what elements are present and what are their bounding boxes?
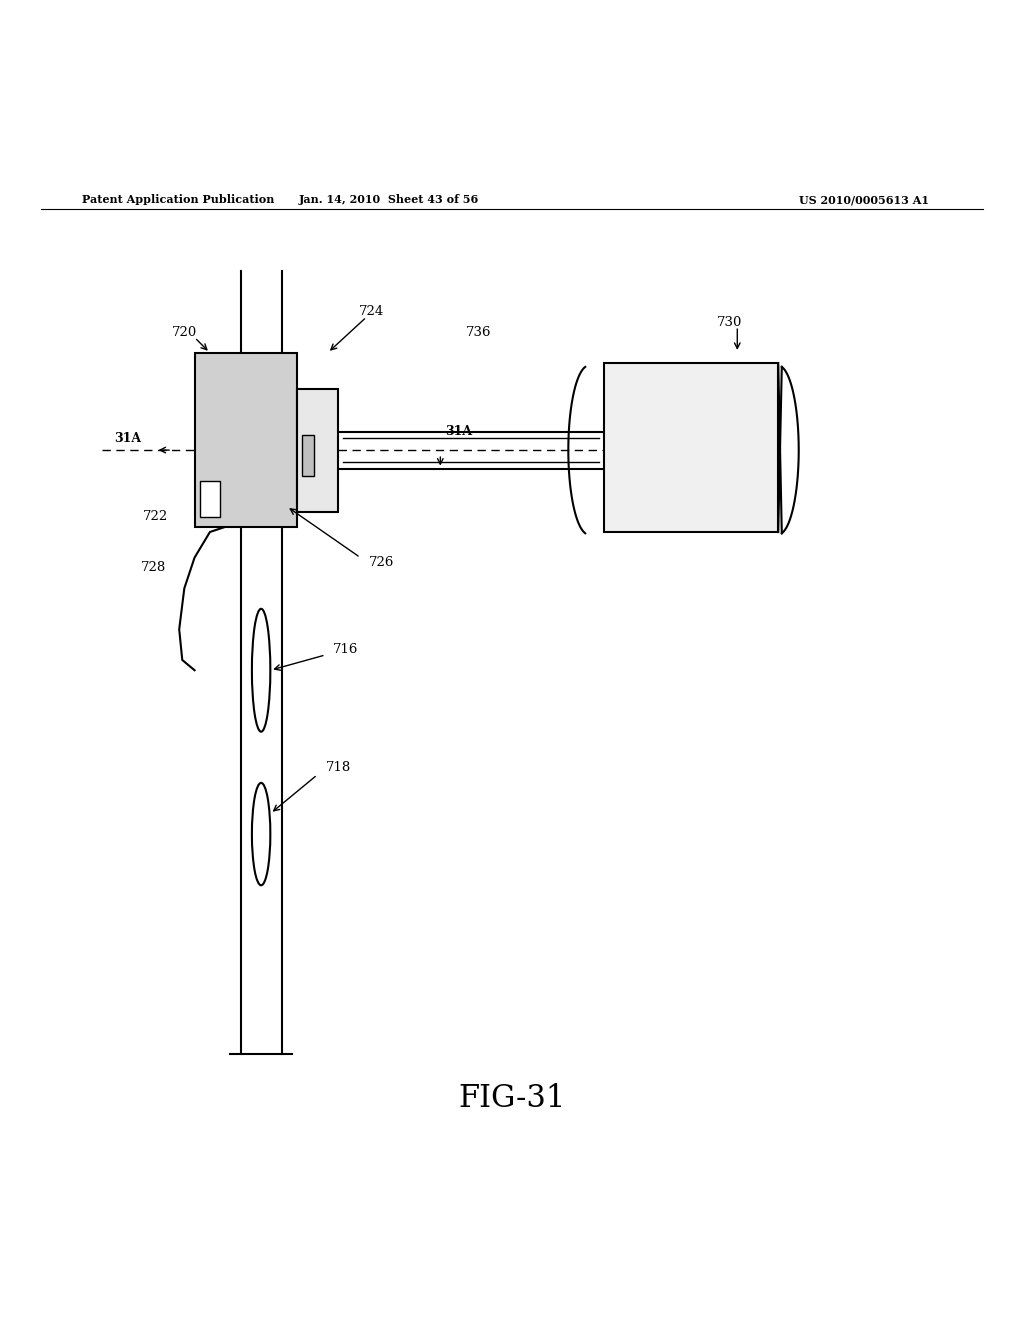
Text: 736: 736 xyxy=(466,326,492,339)
Text: 722: 722 xyxy=(143,510,169,523)
Text: 31A: 31A xyxy=(445,425,472,438)
Text: 726: 726 xyxy=(369,556,394,569)
Text: 730: 730 xyxy=(717,315,742,329)
Text: 724: 724 xyxy=(358,305,384,318)
Text: US 2010/0005613 A1: US 2010/0005613 A1 xyxy=(799,194,929,205)
Text: 720: 720 xyxy=(172,326,198,339)
Ellipse shape xyxy=(252,783,270,886)
Bar xyxy=(297,388,338,512)
Text: FIG-31: FIG-31 xyxy=(459,1082,565,1114)
Text: 31A: 31A xyxy=(115,432,141,445)
Text: 718: 718 xyxy=(326,762,351,774)
Text: 716: 716 xyxy=(333,643,358,656)
Text: 728: 728 xyxy=(141,561,167,574)
Bar xyxy=(302,434,314,475)
Bar xyxy=(604,363,778,532)
Bar xyxy=(200,480,220,516)
Text: Jan. 14, 2010  Sheet 43 of 56: Jan. 14, 2010 Sheet 43 of 56 xyxy=(299,194,479,205)
Text: Patent Application Publication: Patent Application Publication xyxy=(82,194,274,205)
Ellipse shape xyxy=(252,609,270,731)
Bar xyxy=(195,352,297,527)
